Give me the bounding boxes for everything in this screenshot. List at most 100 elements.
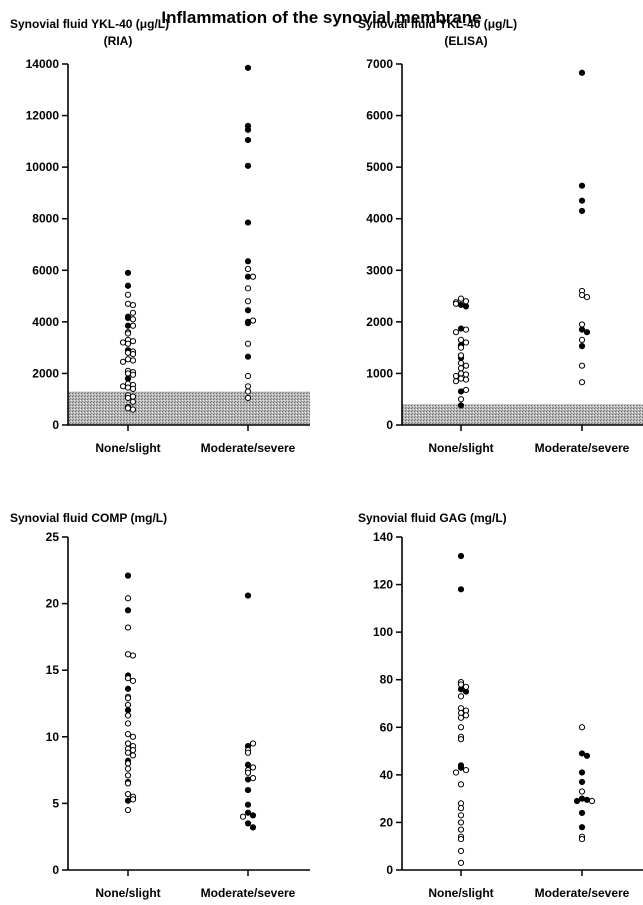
- y-tick-label: 2000: [32, 366, 59, 380]
- data-point-filled: [583, 329, 591, 336]
- data-point-open: [124, 356, 132, 363]
- data-point-open: [457, 375, 465, 382]
- data-point-filled: [124, 572, 132, 579]
- data-point-filled: [244, 353, 252, 360]
- y-tick-label: 6000: [366, 109, 393, 123]
- data-point-filled: [583, 796, 591, 803]
- data-point-filled: [244, 162, 252, 169]
- data-point-open: [244, 394, 252, 402]
- data-point-open: [244, 340, 252, 347]
- data-point-filled: [244, 126, 252, 133]
- data-point-filled: [457, 301, 465, 308]
- data-point-open: [462, 298, 470, 305]
- data-point-filled: [124, 322, 132, 329]
- x-tick-label: Moderate/severe: [201, 441, 296, 455]
- x-tick-label: None/slight: [95, 441, 160, 455]
- data-point-open: [462, 339, 470, 346]
- data-point-open: [457, 370, 465, 377]
- data-point-filled: [124, 269, 132, 276]
- data-point-filled: [244, 592, 252, 599]
- data-point-open: [249, 317, 257, 324]
- data-point-open: [244, 285, 252, 292]
- data-point-open: [462, 683, 470, 690]
- x-tick-label: None/slight: [428, 441, 493, 455]
- data-point-open: [452, 300, 460, 307]
- data-point-filled: [578, 197, 586, 204]
- data-point-filled: [124, 797, 132, 804]
- data-point-open: [129, 652, 137, 659]
- data-point-open: [124, 300, 132, 307]
- data-point-open: [578, 788, 586, 795]
- data-point-open: [457, 736, 465, 743]
- data-point-filled: [457, 552, 465, 560]
- y-tick-label: 60: [380, 720, 394, 734]
- data-point-open: [124, 760, 132, 767]
- data-point-open: [578, 321, 586, 328]
- data-point-filled: [457, 325, 465, 332]
- data-point-filled: [244, 320, 252, 327]
- y-tick-label: 4000: [366, 212, 393, 226]
- data-point-open: [452, 769, 460, 776]
- data-point-filled: [244, 809, 252, 816]
- data-point-filled: [244, 307, 252, 314]
- data-point-open: [244, 769, 252, 776]
- data-point-open: [578, 724, 586, 731]
- data-point-filled: [573, 797, 581, 805]
- data-point-filled: [457, 388, 465, 395]
- data-point-open: [578, 835, 586, 843]
- data-point-filled: [244, 273, 252, 280]
- data-point-open: [119, 383, 127, 390]
- data-point-open: [457, 805, 465, 812]
- data-point-filled: [457, 586, 465, 593]
- data-point-filled: [578, 182, 586, 189]
- y-tick-label: 4000: [32, 315, 59, 329]
- data-point-open: [129, 733, 137, 740]
- chart-gag: Synovial fluid GAG (mg/L) 0 20 40 60 80 100 120…: [358, 511, 643, 900]
- data-point-open: [129, 752, 137, 759]
- y-tick-label: 100: [373, 625, 393, 639]
- data-point-open: [244, 298, 252, 305]
- data-point-open: [249, 740, 257, 747]
- data-point-open: [452, 329, 460, 336]
- data-point-open: [124, 790, 132, 798]
- data-point-filled: [249, 824, 257, 831]
- data-point-open: [124, 765, 132, 772]
- data-point-filled: [244, 219, 252, 226]
- data-point-open: [124, 624, 132, 631]
- y-tick-label: 8000: [32, 212, 59, 226]
- x-tick-label: None/slight: [428, 886, 493, 900]
- y-tick-label: 14000: [26, 57, 60, 71]
- y-tick-label: 6000: [32, 263, 59, 277]
- data-point-open: [249, 774, 257, 782]
- data-point-open: [457, 812, 465, 819]
- data-point-filled: [578, 342, 586, 350]
- data-point-filled: [124, 282, 132, 289]
- y-tick-label: 120: [373, 578, 393, 592]
- data-point-open: [583, 294, 591, 301]
- data-point-open: [462, 386, 470, 394]
- data-point-filled: [578, 778, 586, 786]
- y-tick-label: 20: [380, 815, 394, 829]
- data-point-open: [457, 859, 465, 866]
- y-tick-label: 7000: [366, 57, 393, 71]
- data-point-open: [578, 379, 586, 386]
- data-point-open: [124, 384, 132, 391]
- y-tick-label: 2000: [366, 315, 393, 329]
- data-point-filled: [249, 812, 257, 819]
- data-point-filled: [583, 752, 591, 759]
- data-point-open: [457, 352, 465, 359]
- data-point-open: [578, 362, 586, 369]
- data-point-open: [129, 406, 137, 413]
- data-point-filled: [578, 824, 586, 831]
- y-tick-label: 10: [46, 730, 60, 744]
- data-point-filled: [124, 685, 132, 692]
- data-point-open: [124, 695, 132, 702]
- data-point-open: [457, 826, 465, 833]
- data-point-open: [124, 370, 132, 377]
- data-point-filled: [244, 820, 252, 827]
- chart-title: Synovial fluid YKL-40 (μg/L): [358, 17, 517, 31]
- data-point-filled: [457, 764, 465, 771]
- data-point-open: [129, 747, 137, 754]
- data-point-filled: [244, 786, 252, 794]
